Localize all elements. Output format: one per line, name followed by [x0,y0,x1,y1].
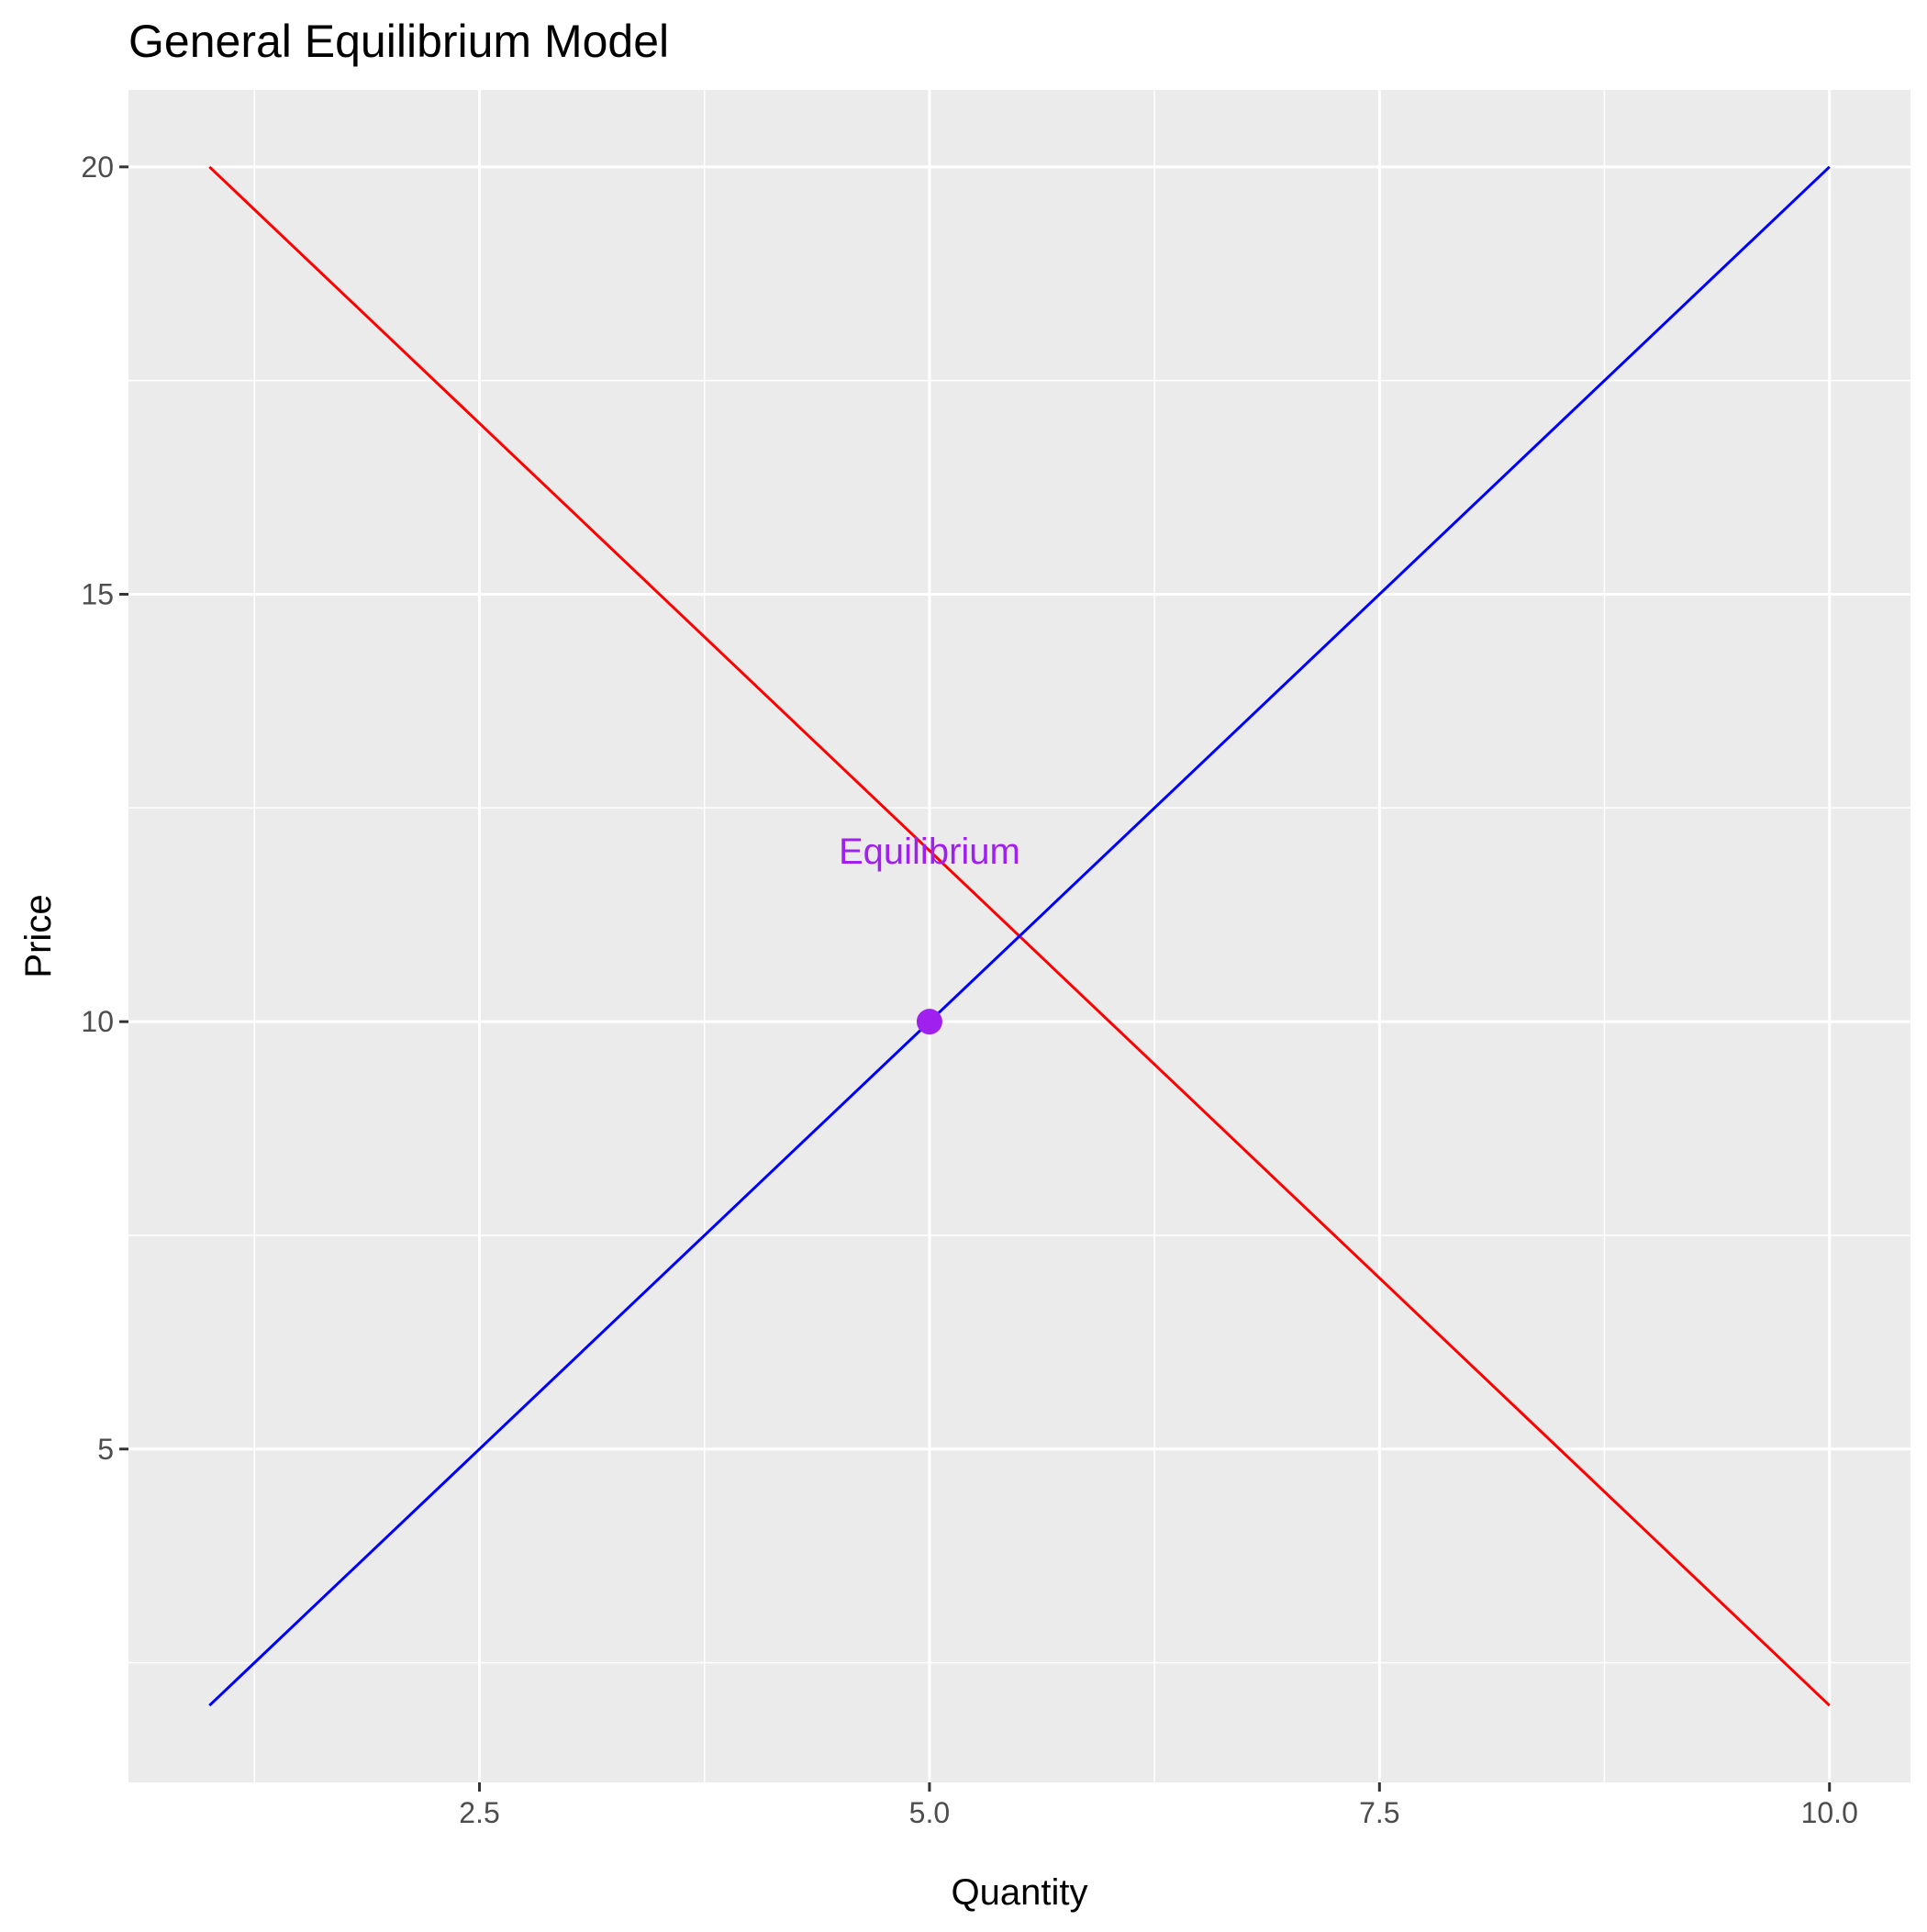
y-axis-title: Price [18,894,59,977]
x-tick-label: 2.5 [459,1796,499,1829]
y-tick-label: 20 [81,151,114,184]
series-line-2 [208,165,1831,1707]
x-axis-title: Quantity [952,1872,1088,1913]
annotation-label: Equilibrium [839,832,1020,872]
y-axis: 5 10 15 20 [81,151,128,1466]
points-layer [916,1009,942,1035]
y-tick-label: 10 [81,1005,114,1038]
grid-minor [128,90,1910,1782]
x-axis: 2.5 5.0 7.5 10.0 [459,1782,1858,1829]
grid-major [128,90,1910,1782]
chart-title: General Equilibrium Model [128,16,669,67]
x-tick-label: 5.0 [909,1796,950,1829]
series-layer [208,165,1831,1707]
y-tick-label: 5 [97,1433,114,1466]
x-tick-label: 7.5 [1359,1796,1399,1829]
annotation-layer: Equilibrium [839,832,1020,872]
equilibrium-point [916,1009,942,1035]
x-tick-label: 10.0 [1801,1796,1858,1829]
y-tick-label: 15 [81,577,114,610]
